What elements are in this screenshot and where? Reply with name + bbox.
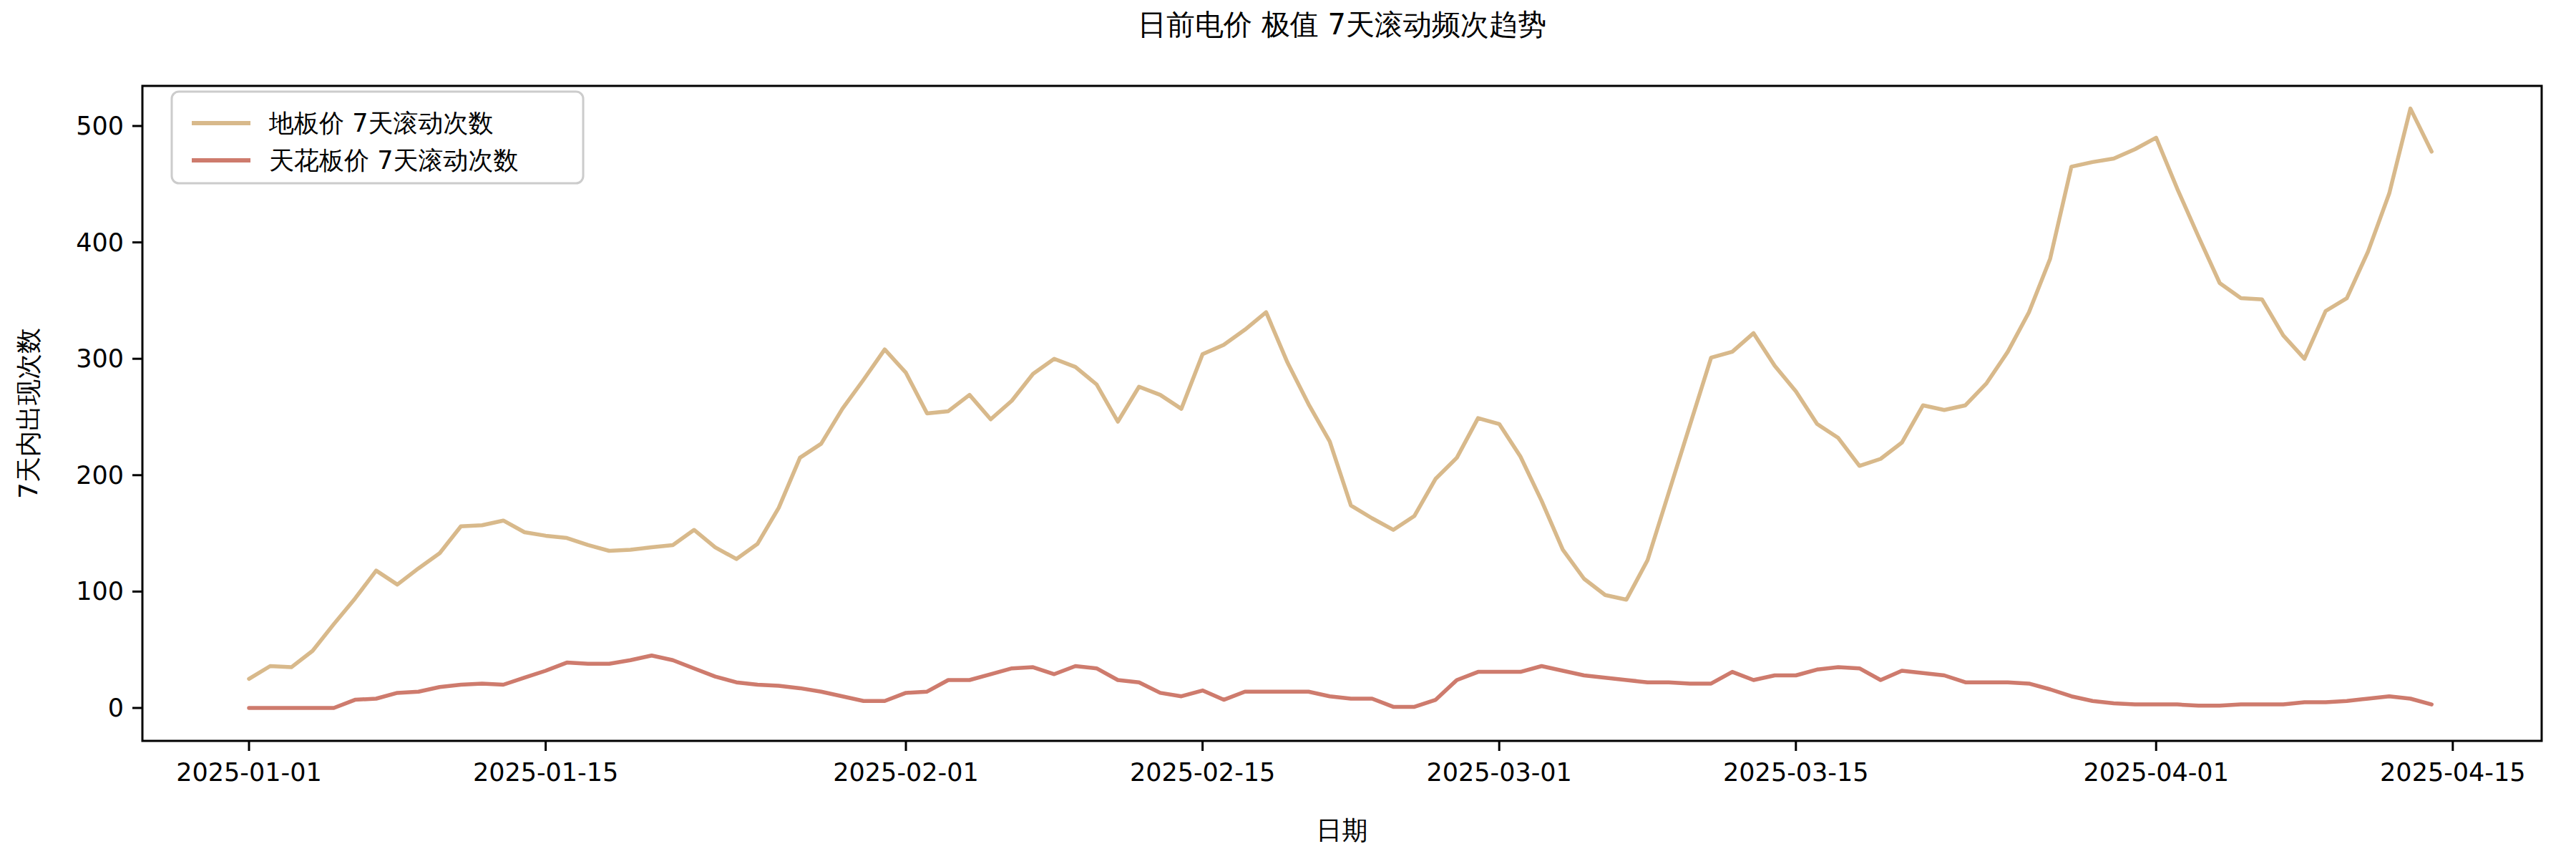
y-tick-1: 100 [76, 577, 124, 606]
legend-label-floor: 地板价 7天滚动次数 [268, 109, 493, 137]
legend: 地板价 7天滚动次数 天花板价 7天滚动次数 [172, 92, 583, 183]
chart-title: 日前电价 极值 7天滚动频次趋势 [1138, 8, 1546, 41]
y-tick-2: 200 [76, 461, 124, 490]
y-tick-5: 500 [76, 112, 124, 140]
x-tick-3: 2025-02-15 [1130, 758, 1275, 787]
y-tick-3: 300 [76, 344, 124, 373]
x-axis-tick-labels: 2025-01-01 2025-01-15 2025-02-01 2025-02… [176, 758, 2525, 787]
line-chart: 0 100 200 300 400 500 2025-01-01 2025-01… [0, 0, 2576, 859]
y-axis-label: 7天内出现次数 [14, 328, 43, 499]
chart-figure: 0 100 200 300 400 500 2025-01-01 2025-01… [0, 0, 2576, 859]
x-tick-6: 2025-04-01 [2084, 758, 2229, 787]
y-tick-4: 400 [76, 228, 124, 257]
y-axis-tick-labels: 0 100 200 300 400 500 [76, 112, 124, 722]
x-tick-5: 2025-03-15 [1723, 758, 1868, 787]
x-tick-4: 2025-03-01 [1426, 758, 1571, 787]
x-tick-1: 2025-01-15 [473, 758, 618, 787]
x-tick-2: 2025-02-01 [833, 758, 978, 787]
x-tick-0: 2025-01-01 [176, 758, 321, 787]
y-tick-0: 0 [108, 694, 124, 722]
plot-geometry [132, 86, 2542, 751]
x-tick-7: 2025-04-15 [2380, 758, 2525, 787]
x-axis-label: 日期 [1317, 815, 1368, 845]
legend-label-ceiling: 天花板价 7天滚动次数 [269, 146, 518, 175]
